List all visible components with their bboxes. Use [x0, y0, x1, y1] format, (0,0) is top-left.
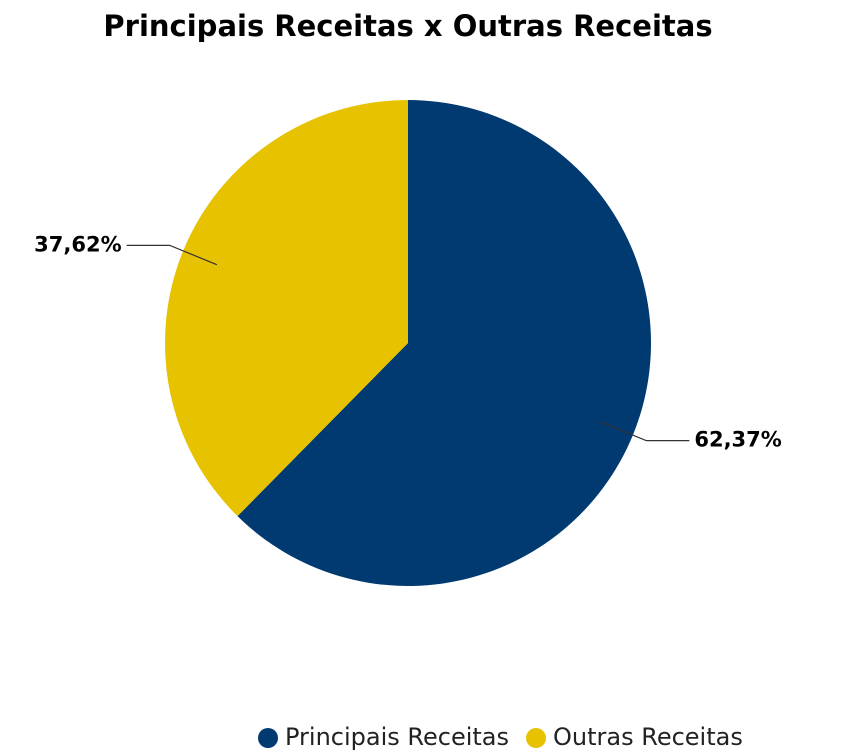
pie-slice: [237, 100, 651, 587]
chart-title: Principais Receitas x Outras Receitas: [103, 9, 712, 43]
pie-slice: [165, 100, 408, 517]
leader-line: [126, 244, 218, 266]
legend-label: Outras Receitas: [553, 723, 743, 751]
legend-marker: [258, 728, 278, 748]
value-label: 62,37%: [694, 428, 781, 452]
leader-line: [598, 420, 690, 442]
value-label: 37,62%: [34, 232, 121, 256]
legend-label: Principais Receitas: [285, 723, 509, 751]
legend-marker: [526, 728, 547, 748]
